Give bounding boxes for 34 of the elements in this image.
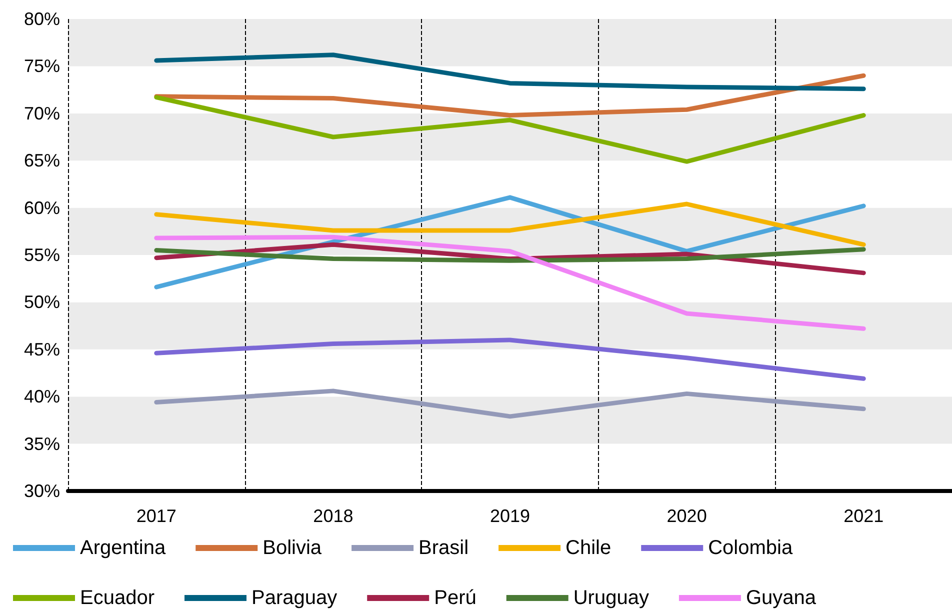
legend-label: Argentina bbox=[80, 537, 166, 559]
legend-label: Guyana bbox=[746, 587, 817, 609]
y-tick-label: 70% bbox=[24, 103, 60, 124]
y-tick-label: 40% bbox=[24, 386, 60, 407]
y-tick-label: 75% bbox=[24, 56, 60, 76]
legend-label: Paraguay bbox=[251, 587, 338, 609]
x-tick-label: 2020 bbox=[666, 506, 707, 526]
y-tick-label: 65% bbox=[24, 150, 60, 171]
line-series bbox=[154, 234, 866, 331]
legend-label: Bolivia bbox=[262, 537, 322, 559]
y-tick-label: 60% bbox=[24, 198, 60, 218]
line-series bbox=[154, 73, 866, 118]
legend-label: Colombia bbox=[708, 537, 794, 559]
x-tick-label: 2018 bbox=[313, 506, 354, 526]
line-series bbox=[154, 338, 866, 381]
x-tick-label: 2019 bbox=[490, 506, 530, 526]
y-tick-label: 50% bbox=[24, 292, 60, 312]
legend-label: Chile bbox=[566, 537, 612, 559]
line-series bbox=[154, 202, 866, 247]
line-series bbox=[154, 52, 866, 92]
y-tick-label: 45% bbox=[24, 339, 60, 360]
y-tick-label: 80% bbox=[24, 9, 60, 29]
legend-label: Perú bbox=[434, 587, 476, 609]
line-series bbox=[154, 247, 866, 263]
x-tick-label: 2021 bbox=[844, 506, 884, 526]
y-tick-label: 35% bbox=[24, 434, 60, 454]
line-series bbox=[154, 388, 866, 419]
x-tick-label: 2017 bbox=[136, 506, 176, 526]
y-tick-label: 55% bbox=[24, 245, 60, 265]
legend-label: Uruguay bbox=[573, 587, 649, 609]
legend-label: Brasil bbox=[418, 537, 469, 559]
y-tick-label: 30% bbox=[24, 481, 60, 501]
line-series bbox=[154, 95, 866, 164]
legend-label: Ecuador bbox=[80, 587, 155, 609]
